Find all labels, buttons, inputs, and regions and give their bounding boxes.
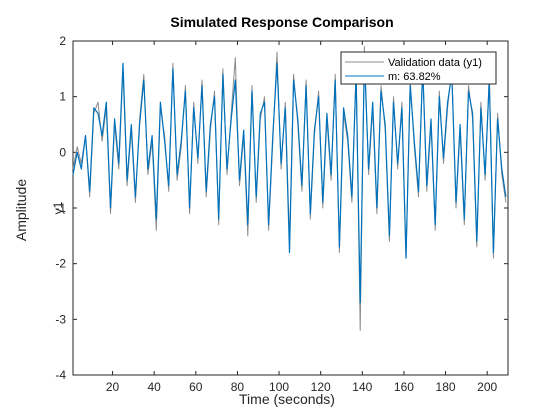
legend: Validation data (y1) m: 63.82% [340,51,497,85]
series-line-model [72,57,507,304]
chart-title: Simulated Response Comparison [170,14,393,30]
channel-label: y1 [51,201,65,214]
x-tick-label: 100 [269,380,289,394]
axis-ticks: 20 40 60 80 100 120 140 160 180 200 -4 -3 -2 -1 0 1 2 [55,34,508,394]
legend-entry-model: m: 63.82% [388,71,441,83]
x-axis-label: Time (seconds) [239,391,335,407]
legend-entry-validation: Validation data (y1) [388,57,482,69]
x-tick-label: 160 [394,380,414,394]
legend-box [340,51,497,85]
x-tick-label: 140 [352,380,372,394]
y-tick-label: -4 [55,368,66,382]
y-tick-label: -3 [55,312,66,326]
x-tick-label: 60 [189,380,203,394]
y-tick-label: -2 [55,257,66,271]
y-tick-label: 0 [59,145,66,159]
y-axis-label: Amplitude [13,179,29,241]
x-tick-label: 120 [311,380,331,394]
y-tick-label: 2 [59,34,66,48]
x-tick-label: 200 [477,380,497,394]
y-tick-label: 1 [59,90,66,104]
x-tick-label: 80 [231,380,245,394]
x-tick-label: 180 [436,380,456,394]
y-tick-label: -1 [55,201,66,215]
x-tick-label: 40 [147,380,161,394]
x-tick-label: 20 [106,380,120,394]
series-lines [72,46,507,331]
